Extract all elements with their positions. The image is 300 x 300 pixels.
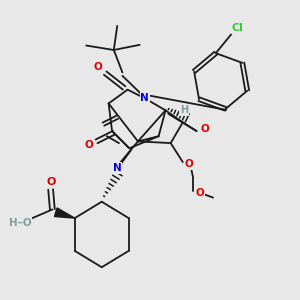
Text: O: O	[85, 140, 93, 150]
Text: O: O	[196, 188, 204, 198]
Text: H–O: H–O	[9, 218, 32, 228]
Text: N: N	[140, 93, 149, 103]
Polygon shape	[55, 208, 75, 218]
Text: O: O	[201, 124, 209, 134]
Text: H: H	[180, 105, 188, 115]
Text: Cl: Cl	[232, 23, 243, 33]
Text: O: O	[47, 177, 56, 187]
Text: O: O	[94, 62, 103, 72]
Text: N: N	[113, 163, 122, 173]
Text: O: O	[184, 159, 193, 169]
